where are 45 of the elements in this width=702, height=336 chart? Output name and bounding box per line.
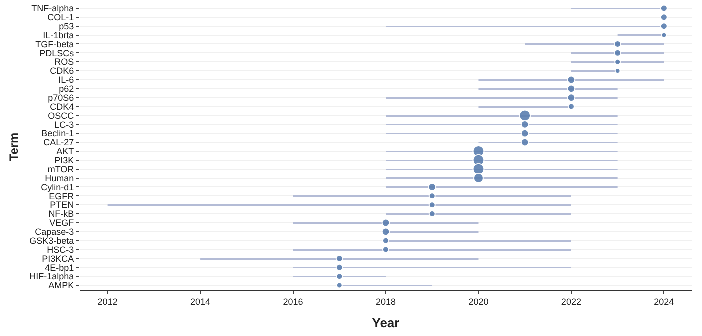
y-tick-label: LC-3 [54,120,74,130]
y-tick-label: p70S6 [48,92,74,103]
x-tick-label: 2022 [561,296,582,307]
y-tick-label: EGFR [49,191,75,202]
y-tick-label: PI3K [54,156,74,166]
y-tick-label: Capase-3 [35,227,74,238]
x-tick-label: 2018 [376,296,396,307]
y-tick-label: p62 [59,84,74,94]
y-tick-label: p53 [59,21,74,32]
bar [386,213,572,215]
x-tick-label: 2014 [190,296,211,307]
y-tick-label: Beclin-1 [42,128,74,139]
y-tick-label: TGF-beta [36,39,74,50]
y-tick-label: mTOR [48,164,75,174]
y-axis-title: Term [6,132,21,162]
x-tick-label: 2012 [98,296,118,307]
y-tick-label: COL-1 [48,12,74,23]
y-tick-label: VEGF [50,218,75,228]
y-tick-label: HSC-3 [47,244,74,255]
bar [571,61,664,63]
y-tick-label: HIF-1alpha [30,272,74,282]
y-tick-label: CDK4 [50,102,74,112]
y-tick-label: Cylin-d1 [41,182,74,192]
x-tick-label: 2020 [468,296,489,307]
y-tick-label: IL-1brta [43,30,74,40]
x-tick-label: 2024 [654,296,674,307]
y-tick-label: GSK3-beta [30,236,74,246]
y-tick-label: PTEN [50,200,74,210]
x-axis-title: Year [372,315,400,330]
bar [386,115,618,117]
bar [386,177,618,179]
y-tick-label: IL-6 [58,75,74,86]
x-tick-label: 2016 [283,296,304,307]
y-tick-label: NF-kB [48,209,74,220]
y-tick-label: Human [45,173,74,184]
y-tick-label: AKT [56,146,75,157]
y-tick-label: PDLSCs [40,48,75,58]
y-tick-label: PI3KCA [42,254,74,264]
y-tick-label: CDK6 [50,66,74,76]
y-tick-label: 4E-bp1 [45,262,74,273]
y-tick-label: ROS [54,57,74,68]
y-tick-label: TNF-alpha [32,4,74,14]
y-tick-label: OSCC [48,110,75,121]
y-tick-label: AMPK [48,280,74,291]
y-tick-label: CAL-27 [44,138,74,148]
